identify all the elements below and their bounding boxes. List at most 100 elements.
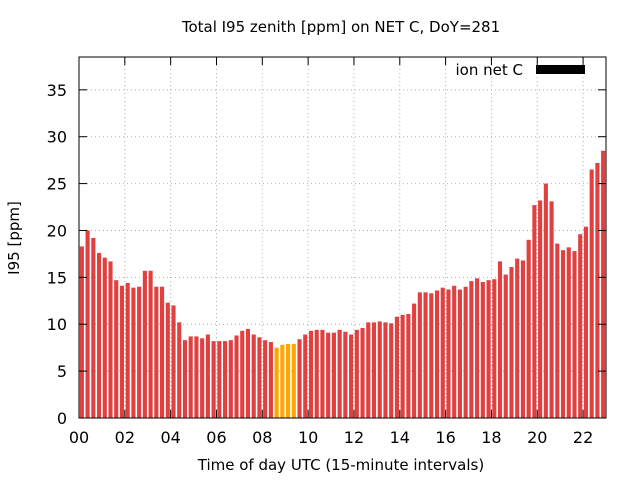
bar (475, 278, 480, 418)
legend: ion net C (456, 61, 585, 79)
y-tick-label: 0 (57, 409, 67, 428)
y-tick-label: 25 (47, 175, 67, 194)
bar (223, 341, 228, 418)
bar (492, 279, 497, 418)
bar (412, 303, 417, 418)
bar (240, 330, 245, 418)
x-tick-label: 00 (69, 428, 89, 447)
chart-title: Total I95 zenith [ppm] on NET C, DoY=281 (181, 18, 500, 36)
x-tick-label: 02 (115, 428, 135, 447)
bar (480, 282, 485, 418)
bar (469, 281, 474, 418)
bar (268, 342, 273, 418)
x-tick-label: 10 (298, 428, 318, 447)
bar (211, 341, 216, 418)
bar (377, 321, 382, 418)
bar (572, 251, 577, 418)
x-tick-label: 14 (390, 428, 410, 447)
x-tick-label: 22 (573, 428, 593, 447)
bar (114, 280, 119, 418)
bar (280, 344, 285, 418)
bar (555, 243, 560, 418)
bar (245, 328, 251, 418)
bar (205, 334, 210, 418)
bar (503, 274, 508, 418)
x-tick-label: 08 (252, 428, 272, 447)
bar (434, 290, 440, 418)
bars (79, 150, 606, 418)
bar (154, 286, 159, 418)
legend-label: ion net C (456, 61, 523, 79)
x-tick-label: 16 (435, 428, 455, 447)
bar (457, 289, 462, 418)
grid (79, 57, 606, 418)
bar (200, 338, 205, 418)
bar (274, 347, 279, 418)
bar (417, 292, 422, 418)
bar (297, 339, 302, 418)
x-tick-label: 06 (206, 428, 226, 447)
bar (543, 183, 548, 418)
bar (526, 239, 531, 418)
bar (308, 330, 314, 418)
bar (91, 237, 96, 418)
bar (108, 261, 113, 418)
bar (389, 323, 394, 418)
bar (360, 327, 365, 418)
bar (159, 286, 165, 418)
bar (423, 292, 428, 418)
bar (331, 332, 336, 418)
bar (263, 340, 268, 418)
bar (234, 335, 239, 418)
bar (538, 200, 543, 418)
bar (343, 331, 348, 418)
plot-frame (78, 56, 607, 419)
x-axis-label: Time of day UTC (15-minute intervals) (197, 456, 484, 474)
bar (566, 247, 571, 418)
bar (383, 322, 388, 418)
bar (148, 270, 153, 418)
axis-ticks: 0 5 10 15 20 25 30 35 00 02 04 06 08 10 12 14 16 18 20 22 (47, 57, 606, 447)
bar (125, 282, 130, 418)
bar (400, 314, 405, 418)
y-axis-label: I95 [ppm] (5, 201, 23, 275)
bar (463, 286, 468, 418)
bar (452, 285, 457, 418)
bar (366, 322, 371, 418)
bar (286, 343, 291, 418)
y-tick-label: 5 (57, 362, 67, 381)
bar (320, 329, 325, 418)
bar (85, 230, 90, 418)
y-tick-label: 10 (47, 315, 67, 334)
bar (303, 334, 308, 418)
legend-swatch (536, 65, 585, 74)
bar (326, 332, 331, 418)
bar (349, 334, 354, 418)
bar (595, 162, 600, 418)
bar (532, 205, 537, 418)
bar (560, 250, 566, 418)
bar (165, 302, 170, 418)
bar (440, 287, 445, 418)
bar (589, 169, 594, 418)
bar (394, 316, 399, 418)
bar (188, 336, 193, 418)
bar (194, 336, 199, 418)
bar (515, 258, 520, 418)
bar (257, 337, 262, 418)
bar (549, 201, 554, 418)
y-tick-label: 15 (47, 268, 67, 287)
bar (79, 246, 84, 418)
bar (251, 334, 256, 418)
bar (520, 260, 526, 418)
bar (142, 270, 147, 418)
bar (354, 329, 359, 418)
bar (578, 234, 583, 418)
x-tick-label: 04 (160, 428, 180, 447)
bar (217, 341, 222, 418)
bar (137, 286, 142, 418)
x-tick-label: 12 (344, 428, 364, 447)
bar (497, 261, 503, 418)
bar (291, 343, 296, 418)
